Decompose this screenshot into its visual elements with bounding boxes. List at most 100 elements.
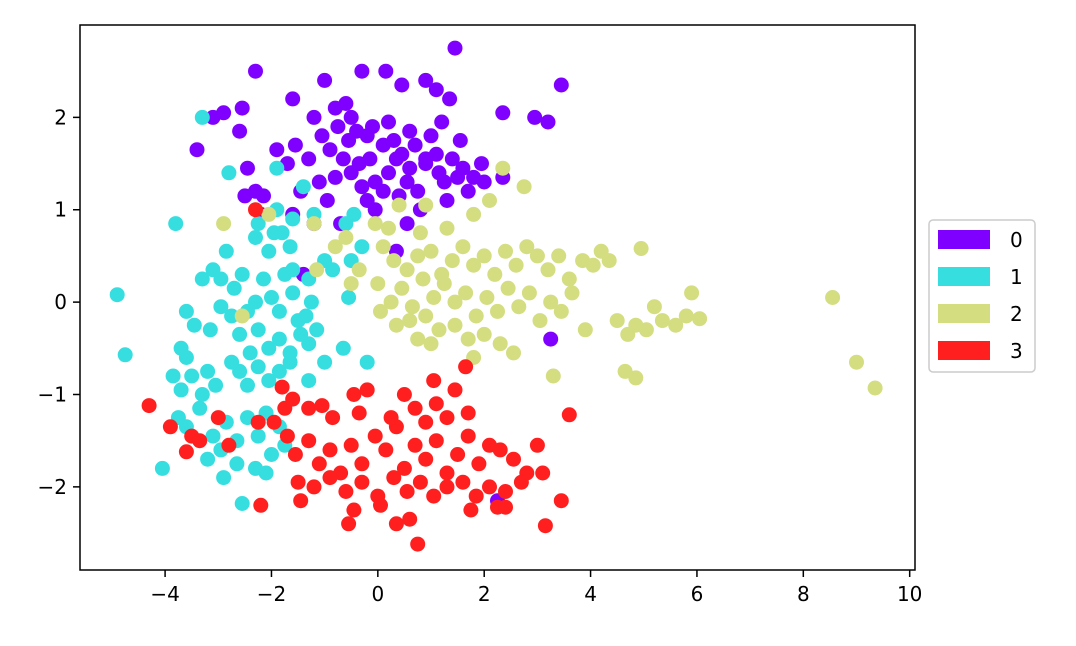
point-series-0-30 xyxy=(306,109,322,125)
point-series-3-76 xyxy=(388,516,404,532)
point-series-3-37 xyxy=(460,428,476,444)
point-series-3-7 xyxy=(221,437,237,453)
point-series-0-2 xyxy=(317,72,333,88)
point-series-1-77 xyxy=(205,428,221,444)
point-series-2-89 xyxy=(234,308,250,324)
point-series-3-5 xyxy=(178,444,194,460)
point-series-2-55 xyxy=(553,303,569,319)
point-series-1-65 xyxy=(240,377,255,393)
point-series-2-28 xyxy=(519,239,535,255)
point-series-3-77 xyxy=(402,511,418,527)
point-series-1-19 xyxy=(354,239,370,255)
point-series-1-52 xyxy=(224,308,240,324)
point-series-3-2 xyxy=(162,419,178,435)
point-series-2-30 xyxy=(540,262,556,278)
point-series-0-34 xyxy=(335,151,351,167)
point-series-0-53 xyxy=(407,137,423,153)
point-series-1-60 xyxy=(194,387,210,402)
point-series-3-23 xyxy=(311,456,327,472)
point-series-3-73 xyxy=(293,493,309,509)
point-series-1-11 xyxy=(261,243,277,259)
point-series-1-57 xyxy=(165,368,181,384)
point-series-3-22 xyxy=(301,433,317,449)
point-series-0-36 xyxy=(343,109,359,125)
point-series-2-18 xyxy=(410,248,426,264)
point-series-1-47 xyxy=(271,331,287,347)
point-series-1-16 xyxy=(325,262,341,278)
point-series-2-88 xyxy=(309,262,325,278)
point-series-0-74 xyxy=(354,179,370,195)
point-series-0-16 xyxy=(216,105,232,121)
point-series-3-26 xyxy=(343,437,359,453)
point-series-2-72 xyxy=(388,317,404,333)
point-series-3-69 xyxy=(498,484,513,499)
point-series-3-20 xyxy=(279,428,295,444)
point-series-2-77 xyxy=(460,331,476,347)
point-series-1-31 xyxy=(226,280,242,296)
point-series-2-81 xyxy=(410,331,426,347)
point-series-3-59 xyxy=(354,474,370,490)
point-series-2-17 xyxy=(399,262,415,278)
point-series-1-88 xyxy=(200,451,216,467)
x-tick-label: −2 xyxy=(257,582,286,606)
point-series-2-6 xyxy=(391,197,407,213)
point-series-2-53 xyxy=(532,313,548,329)
point-series-3-61 xyxy=(386,470,402,486)
point-series-0-42 xyxy=(365,119,380,135)
point-series-2-15 xyxy=(375,239,391,255)
x-tick-label: 6 xyxy=(691,582,704,606)
point-series-2-26 xyxy=(498,243,513,259)
point-series-1-37 xyxy=(271,303,287,319)
point-series-2-87 xyxy=(343,276,359,292)
point-series-0-17 xyxy=(234,100,250,116)
point-series-0-19 xyxy=(240,160,255,176)
point-series-2-63 xyxy=(654,313,670,329)
point-series-3-79 xyxy=(341,516,357,532)
point-series-2-45 xyxy=(447,294,463,310)
point-series-3-41 xyxy=(506,451,521,467)
point-series-3-38 xyxy=(471,456,487,472)
point-series-1-35 xyxy=(256,271,271,287)
point-series-2-10 xyxy=(327,239,343,255)
point-series-0-8 xyxy=(447,40,463,56)
point-series-0-60 xyxy=(436,174,452,190)
point-series-3-54 xyxy=(383,410,399,426)
point-series-1-76 xyxy=(192,400,208,416)
point-series-2-75 xyxy=(431,322,447,338)
legend-swatch-1 xyxy=(938,267,990,286)
point-series-3-27 xyxy=(354,456,370,472)
point-series-3-44 xyxy=(561,407,577,423)
point-series-1-64 xyxy=(232,363,248,379)
point-series-2-71 xyxy=(373,303,388,319)
point-series-1-22 xyxy=(168,216,184,232)
point-series-3-71 xyxy=(535,465,551,481)
point-series-1-32 xyxy=(234,266,250,282)
point-series-0-24 xyxy=(269,142,285,158)
point-series-2-8 xyxy=(367,216,383,232)
point-series-1-59 xyxy=(184,368,200,384)
point-series-2-22 xyxy=(455,239,471,255)
point-series-2-79 xyxy=(492,336,508,352)
point-series-3-32 xyxy=(407,437,423,453)
point-series-1-68 xyxy=(271,363,287,379)
point-series-0-57 xyxy=(423,128,439,144)
point-series-0-38 xyxy=(338,96,354,111)
point-series-3-56 xyxy=(306,479,322,495)
point-series-3-53 xyxy=(458,359,474,375)
point-series-2-3 xyxy=(466,206,482,222)
point-series-3-24 xyxy=(322,442,338,458)
point-series-1-18 xyxy=(346,206,362,222)
x-tick-label: 4 xyxy=(584,582,597,606)
point-series-1-4 xyxy=(295,179,311,195)
point-series-0-54 xyxy=(410,183,426,199)
point-series-0-51 xyxy=(399,174,415,190)
point-series-3-36 xyxy=(450,447,466,462)
point-series-3-8 xyxy=(250,414,266,430)
point-series-3-17 xyxy=(359,382,375,398)
x-tick-label: 10 xyxy=(897,582,922,606)
point-series-1-39 xyxy=(285,285,301,301)
plot-frame xyxy=(79,24,916,571)
point-series-2-37 xyxy=(633,241,649,256)
point-series-1-25 xyxy=(178,303,194,319)
point-series-0-65 xyxy=(460,183,476,199)
